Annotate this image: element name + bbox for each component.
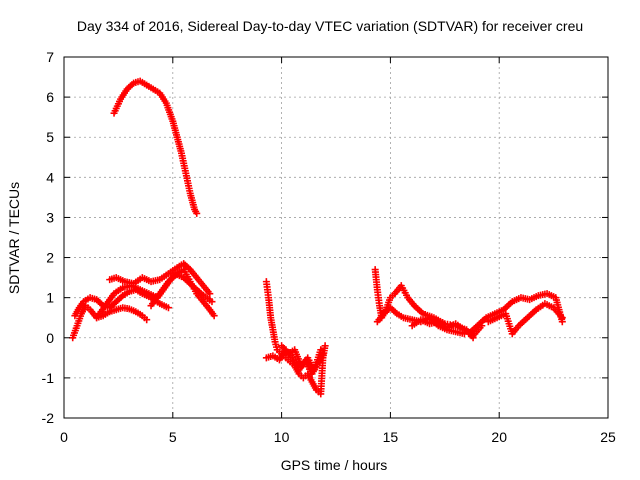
y-tick-label: 7 <box>46 49 54 65</box>
chart-title: Day 334 of 2016, Sidereal Day-to-day VTE… <box>77 18 583 34</box>
data-point <box>321 342 329 350</box>
y-tick-label: 3 <box>46 209 54 225</box>
y-tick-label: 1 <box>46 290 54 306</box>
y-tick-label: -1 <box>42 370 55 386</box>
series-arc-late-e <box>408 316 486 340</box>
data-point <box>558 314 566 322</box>
data-point <box>143 316 151 324</box>
plot-frame <box>63 56 609 419</box>
x-axis-label: GPS time / hours <box>281 457 388 473</box>
y-tick-label: 0 <box>46 330 54 346</box>
x-tick-label: 10 <box>274 429 290 445</box>
axis-ticks: 0 5 10 15 20 25 -2 -1 0 1 2 3 4 5 6 7 <box>42 49 616 445</box>
data-point <box>208 298 216 306</box>
data-point <box>317 346 325 354</box>
data-point <box>478 322 486 330</box>
x-tick-label: 5 <box>169 429 177 445</box>
y-tick-label: 6 <box>46 89 54 105</box>
data-point <box>210 312 218 320</box>
data-point <box>206 290 214 298</box>
data-point <box>193 209 201 217</box>
data-point <box>164 304 172 312</box>
x-tick-label: 20 <box>491 429 507 445</box>
series-arc-c <box>106 260 214 298</box>
series-arc-e <box>147 266 218 320</box>
series-arc-high <box>110 77 201 217</box>
y-tick-label: -2 <box>42 410 55 426</box>
y-axis-label: SDTVAR / TECUs <box>6 182 22 294</box>
series-arc-late-d <box>484 300 566 338</box>
y-tick-label: 5 <box>46 129 54 145</box>
y-tick-label: 2 <box>46 250 54 266</box>
series-arc-mid-c <box>278 342 325 374</box>
x-tick-label: 0 <box>60 429 68 445</box>
data-points <box>69 77 566 398</box>
x-tick-label: 25 <box>600 429 616 445</box>
series-arc-b <box>71 286 172 320</box>
x-tick-label: 15 <box>383 429 399 445</box>
y-tick-label: 4 <box>46 169 54 185</box>
